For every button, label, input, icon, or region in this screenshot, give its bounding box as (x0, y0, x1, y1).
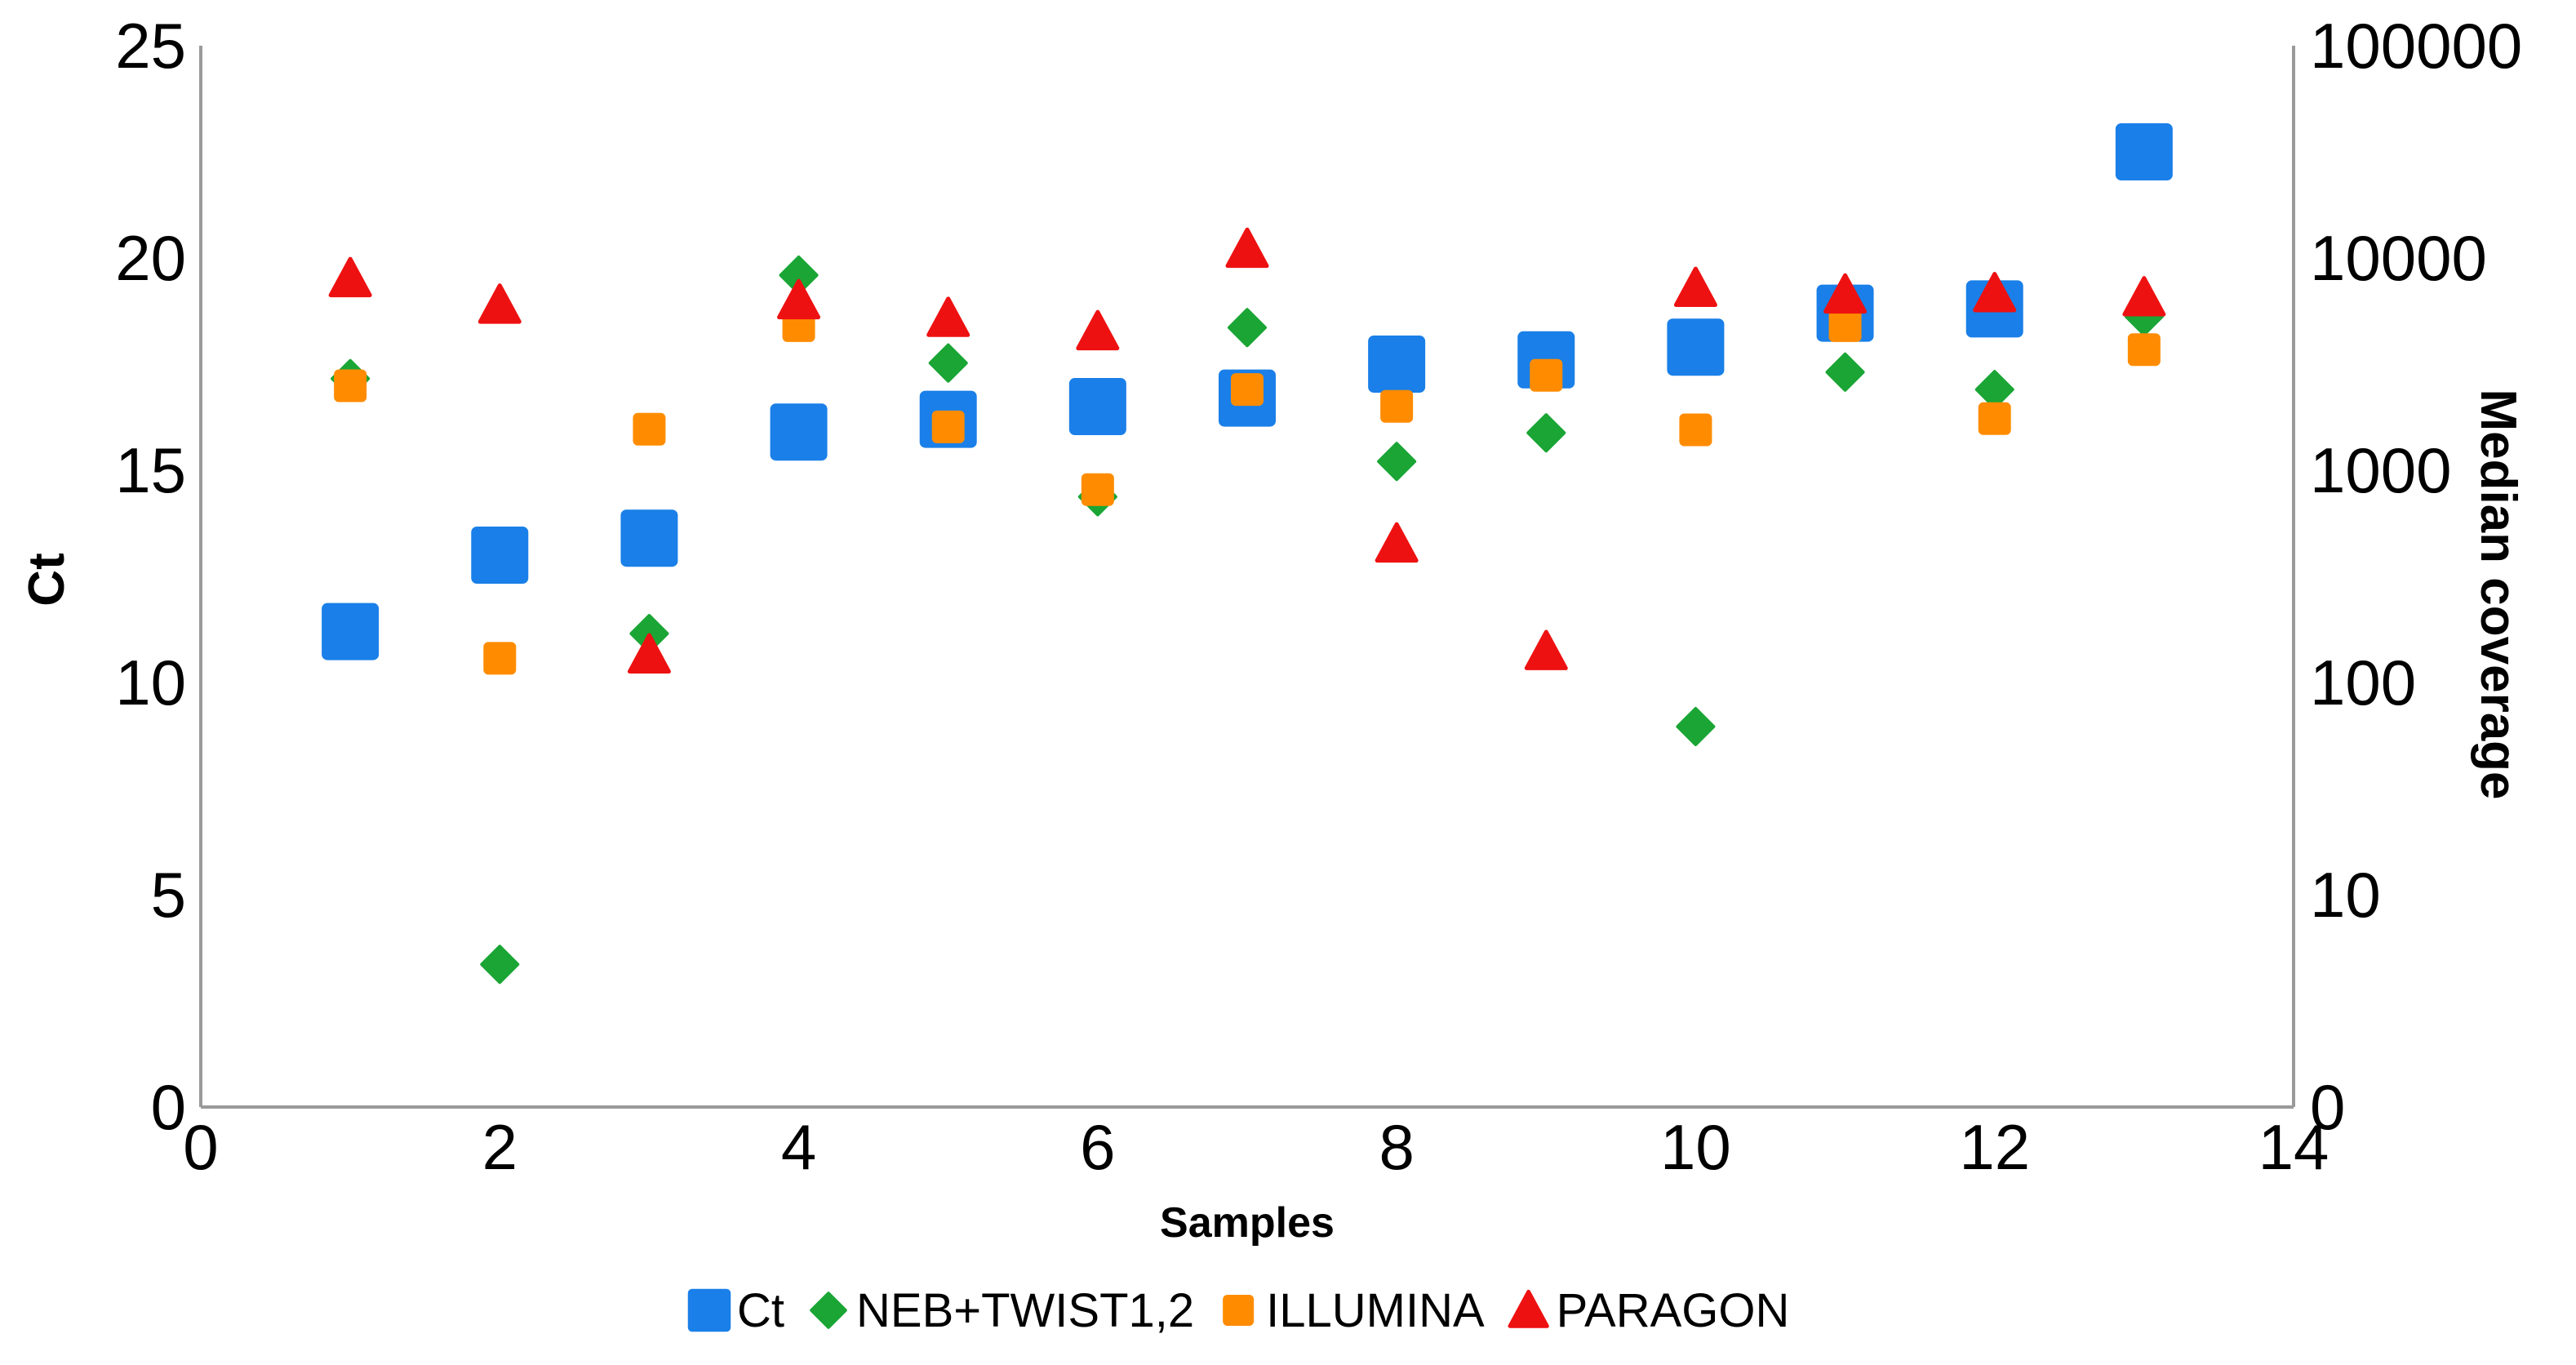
data-point-paragon (1375, 522, 1419, 563)
y2-tick-label: 10 (2310, 859, 2381, 931)
data-point-neb-twist1-2 (928, 343, 968, 383)
data-point-illumina (1081, 473, 1114, 506)
data-point-ct (322, 602, 380, 660)
data-point-illumina (1679, 413, 1712, 447)
data-point-neb-twist1-2 (1825, 352, 1865, 392)
data-point-ct (1068, 378, 1126, 435)
legend-marker-neb-twist1-2 (810, 1292, 847, 1329)
legend-marker-illumina (1223, 1295, 1255, 1326)
legend-item-paragon: PARAGON (1508, 1284, 1790, 1337)
y2-tick-label: 0 (2310, 1071, 2345, 1143)
data-point-paragon (1973, 272, 2017, 313)
x-tick-label: 0 (183, 1111, 218, 1183)
data-point-illumina (334, 369, 367, 402)
data-point-ct (1368, 336, 1426, 393)
data-point-paragon (1823, 273, 1868, 314)
data-point-illumina (633, 412, 666, 446)
legend-label-paragon: PARAGON (1557, 1284, 1790, 1337)
legend-marker-ct (687, 1288, 731, 1332)
y2-tick-label: 100 (2310, 647, 2416, 718)
data-point-neb-twist1-2 (480, 945, 520, 985)
data-point-paragon (1225, 227, 1269, 269)
data-point-ct (1667, 318, 1725, 376)
x-tick-label: 10 (1660, 1111, 1731, 1183)
data-point-neb-twist1-2 (1377, 442, 1417, 482)
y-tick-label: 5 (151, 859, 186, 931)
legend-item-neb-twist1-2: NEB+TWIST1,2 (810, 1284, 1194, 1337)
data-point-illumina (1530, 358, 1563, 392)
x-tick-label: 14 (2258, 1111, 2330, 1183)
y2-tick-label: 10000 (2310, 222, 2487, 294)
x-tick-label: 6 (1080, 1111, 1115, 1183)
data-point-ct (620, 509, 678, 567)
data-point-paragon (328, 256, 372, 298)
data-marks (322, 123, 2173, 985)
y2-tick-label: 1000 (2310, 434, 2452, 506)
x-tick-label: 2 (482, 1111, 517, 1183)
x-tick-label: 12 (1959, 1111, 2030, 1183)
data-point-illumina (931, 410, 965, 443)
series-neb-twist1-2 (331, 256, 2164, 985)
x-axis-title: Samples (1160, 1199, 1335, 1247)
x-tick-label: 4 (781, 1111, 816, 1183)
legend-label-ct: Ct (737, 1284, 784, 1337)
data-point-neb-twist1-2 (1228, 308, 1267, 348)
legend-item-illumina: ILLUMINA (1223, 1284, 1485, 1337)
data-point-illumina (1978, 402, 2011, 435)
data-point-neb-twist1-2 (1676, 706, 1716, 746)
y-tick-label: 25 (115, 10, 186, 82)
data-point-illumina (1380, 389, 1414, 423)
data-point-illumina (1231, 373, 1264, 407)
legend-label-illumina: ILLUMINA (1266, 1284, 1485, 1337)
data-point-neb-twist1-2 (1974, 370, 2014, 410)
y-tick-label: 15 (115, 434, 186, 506)
y2-tick-label: 100000 (2310, 10, 2522, 82)
data-point-illumina (483, 642, 517, 675)
y-axis-title: Ct (19, 553, 75, 606)
y2-axis-title: Median coverage (2470, 389, 2526, 799)
y-tick-label: 10 (115, 647, 186, 718)
data-point-illumina (2127, 333, 2161, 367)
legend-marker-paragon (1508, 1289, 1549, 1328)
data-point-paragon (777, 278, 821, 320)
tick-labels: 0 2 4 6 8 10 12 1405101520250101001000100001000… (115, 10, 2522, 1183)
x-tick-label: 8 (1379, 1111, 1414, 1183)
data-point-ct (2115, 123, 2173, 180)
y-tick-label: 20 (115, 222, 186, 294)
legend: Ct NEB+TWIST1,2 ILLUMINA PARAGON (687, 1284, 1790, 1337)
data-point-paragon (477, 283, 522, 324)
data-point-paragon (1524, 629, 1568, 670)
data-point-illumina (1828, 309, 1862, 342)
data-point-paragon (2122, 276, 2166, 317)
axes (199, 46, 2295, 1109)
series-illumina (334, 309, 2161, 675)
data-point-paragon (926, 296, 970, 337)
series-paragon (328, 227, 2166, 674)
legend-item-ct: Ct (687, 1284, 784, 1337)
data-point-ct (471, 527, 529, 584)
legend-label-neb-twist1-2: NEB+TWIST1,2 (856, 1284, 1194, 1337)
data-point-paragon (1076, 309, 1120, 351)
data-point-paragon (1673, 266, 1717, 307)
data-point-paragon (627, 633, 671, 674)
y-tick-label: 0 (151, 1071, 186, 1143)
data-point-ct (770, 403, 828, 461)
data-point-neb-twist1-2 (1526, 413, 1566, 453)
